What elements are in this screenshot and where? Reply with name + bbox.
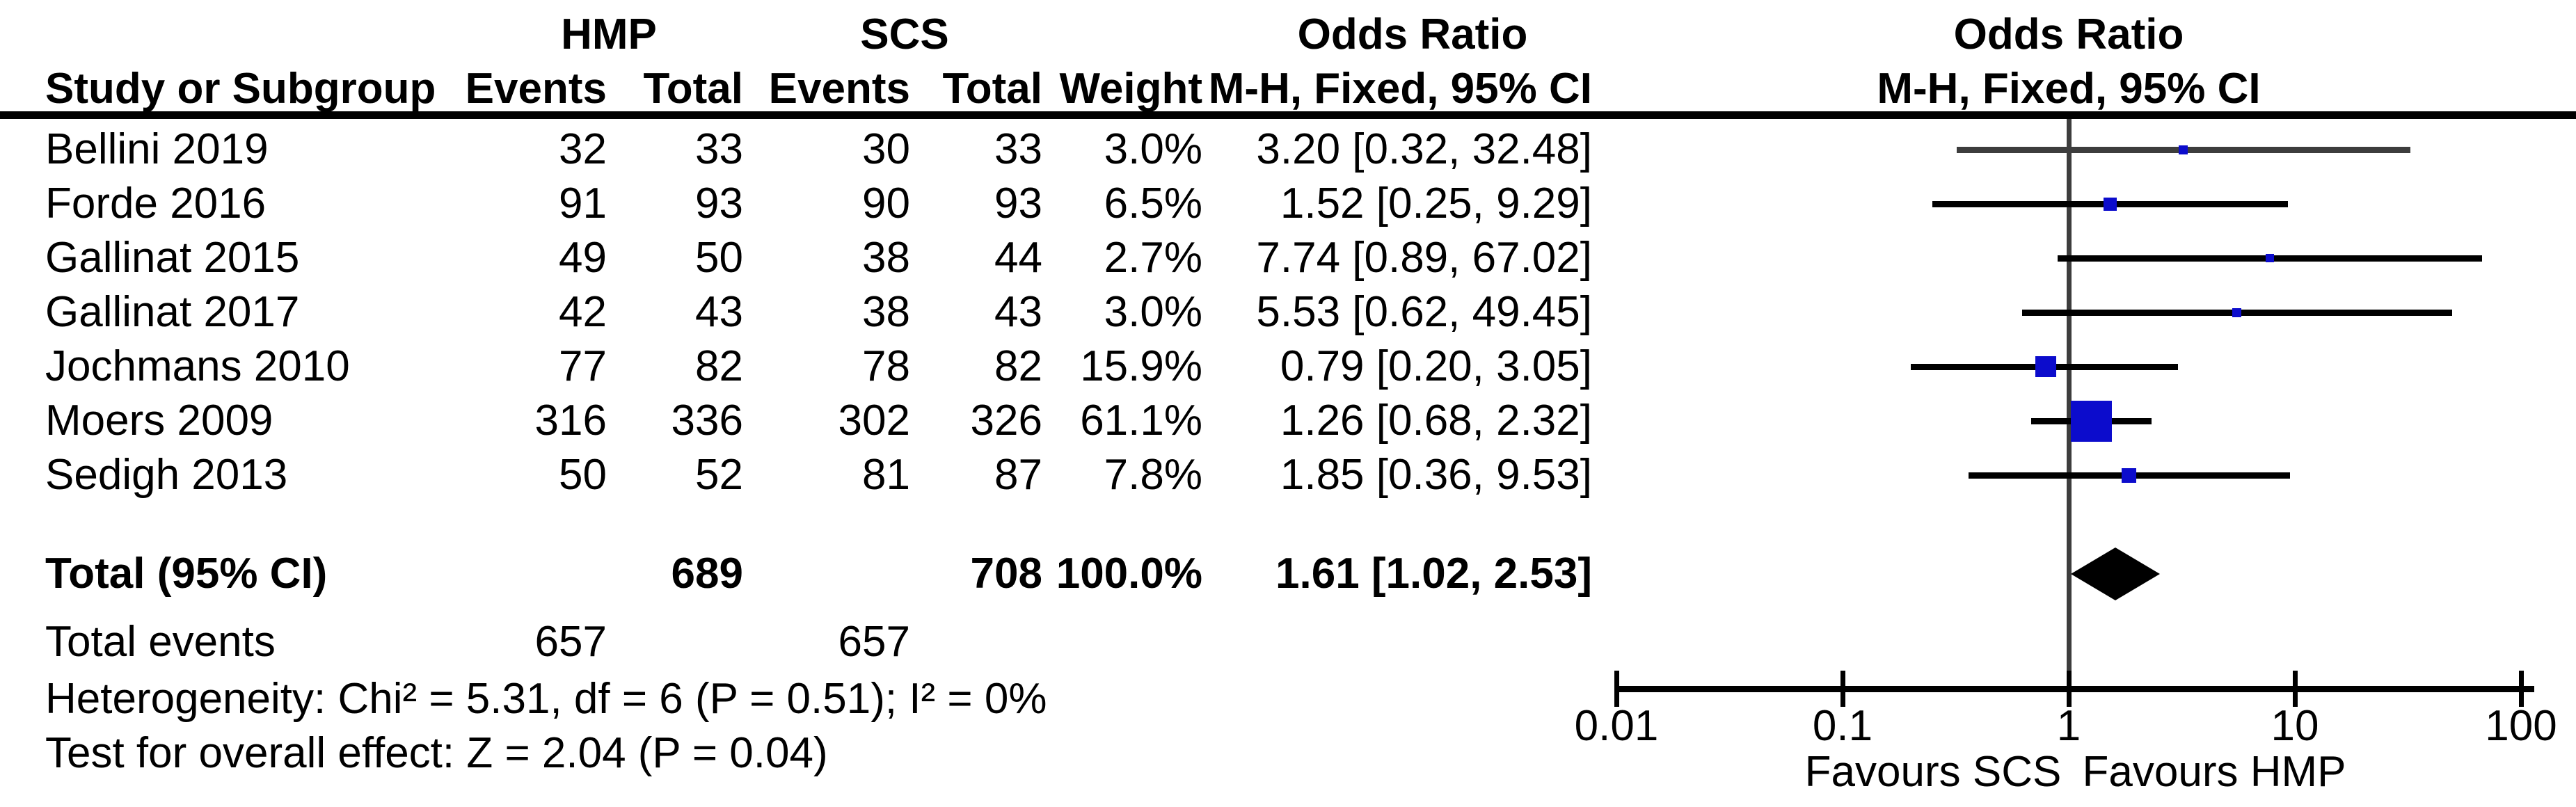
- total-events-scs: 657: [838, 618, 910, 666]
- study-scs-total: 93: [994, 179, 1042, 227]
- study-hmp-total: 50: [695, 234, 743, 282]
- heterogeneity-text: Heterogeneity: Chi² = 5.31, df = 6 (P = …: [45, 675, 1047, 723]
- study-weight: 3.0%: [1104, 288, 1202, 336]
- axis-tick-label: 0.1: [1812, 702, 1873, 750]
- study-or-ci: 5.53 [0.62, 49.45]: [1256, 288, 1592, 336]
- study-scs-total: 43: [994, 288, 1042, 336]
- effect-square: [2232, 308, 2241, 317]
- odds-ratio-header-text: Odds Ratio: [1297, 10, 1528, 58]
- axis-tick: [2293, 671, 2298, 707]
- col-header-study: Study or Subgroup: [45, 65, 436, 113]
- study-scs-total: 87: [994, 451, 1042, 499]
- study-scs-events: 38: [862, 288, 910, 336]
- total-diamond: [2071, 548, 2160, 600]
- col-header-scs-events: Events: [768, 65, 910, 113]
- study-scs-events: 30: [862, 125, 910, 173]
- study-scs-total: 33: [994, 125, 1042, 173]
- effect-square: [2179, 145, 2188, 154]
- study-scs-events: 90: [862, 179, 910, 227]
- group-header-scs: SCS: [860, 10, 949, 58]
- study-hmp-total: 336: [671, 397, 743, 445]
- group-header-hmp: HMP: [561, 10, 657, 58]
- study-hmp-events: 77: [559, 342, 607, 390]
- study-scs-events: 78: [862, 342, 910, 390]
- overall-effect-text: Test for overall effect: Z = 2.04 (P = 0…: [45, 729, 828, 777]
- odds-ratio-header-plot: Odds Ratio: [1953, 10, 2184, 58]
- study-hmp-total: 82: [695, 342, 743, 390]
- study-scs-events: 81: [862, 451, 910, 499]
- study-or-ci: 0.79 [0.20, 3.05]: [1280, 342, 1592, 390]
- effect-square: [2035, 356, 2056, 377]
- axis-tick-label: 0.01: [1574, 702, 1659, 750]
- study-hmp-total: 43: [695, 288, 743, 336]
- col-header-method-plot: M-H, Fixed, 95% CI: [1877, 65, 2261, 113]
- study-hmp-events: 91: [559, 179, 607, 227]
- header-rule: [0, 111, 2576, 119]
- effect-square: [2266, 254, 2274, 262]
- study-weight: 6.5%: [1104, 179, 1202, 227]
- axis-tick: [2519, 671, 2524, 707]
- study-weight: 2.7%: [1104, 234, 1202, 282]
- axis-tick-label: 100: [2485, 702, 2557, 750]
- axis-tick: [1614, 671, 1619, 707]
- col-header-method-text: M-H, Fixed, 95% CI: [1208, 65, 1592, 113]
- total-events-hmp: 657: [534, 618, 607, 666]
- study-hmp-events: 49: [559, 234, 607, 282]
- study-weight: 3.0%: [1104, 125, 1202, 173]
- axis-tick-label: 10: [2271, 702, 2319, 750]
- total-events-label: Total events: [45, 618, 276, 666]
- study-or-ci: 3.20 [0.32, 32.48]: [1256, 125, 1592, 173]
- study-name: Forde 2016: [45, 179, 267, 227]
- study-name: Sedigh 2013: [45, 451, 288, 499]
- study-weight: 7.8%: [1104, 451, 1202, 499]
- study-hmp-total: 93: [695, 179, 743, 227]
- study-scs-events: 38: [862, 234, 910, 282]
- study-hmp-events: 316: [534, 397, 607, 445]
- total-weight: 100.0%: [1056, 550, 1202, 598]
- study-name: Gallinat 2015: [45, 234, 300, 282]
- total-scs-total: 708: [970, 550, 1042, 598]
- study-or-ci: 1.85 [0.36, 9.53]: [1280, 451, 1592, 499]
- col-header-weight: Weight: [1059, 65, 1203, 113]
- study-name: Jochmans 2010: [45, 342, 350, 390]
- axis-tick-label: 1: [2056, 702, 2081, 750]
- total-or-ci: 1.61 [1.02, 2.53]: [1275, 550, 1592, 598]
- study-scs-events: 302: [838, 397, 910, 445]
- study-hmp-events: 50: [559, 451, 607, 499]
- favours-right-label: Favours HMP: [2082, 748, 2346, 796]
- total-hmp-total: 689: [671, 550, 743, 598]
- study-hmp-total: 52: [695, 451, 743, 499]
- study-name: Moers 2009: [45, 397, 273, 445]
- study-name: Bellini 2019: [45, 125, 269, 173]
- study-scs-total: 82: [994, 342, 1042, 390]
- study-scs-total: 326: [970, 397, 1042, 445]
- study-hmp-events: 32: [559, 125, 607, 173]
- study-hmp-total: 33: [695, 125, 743, 173]
- col-header-scs-total: Total: [942, 65, 1043, 113]
- favours-left-label: Favours SCS: [1804, 748, 2062, 796]
- study-weight: 61.1%: [1080, 397, 1202, 445]
- effect-square: [2104, 198, 2117, 211]
- study-or-ci: 7.74 [0.89, 67.02]: [1256, 234, 1592, 282]
- study-hmp-events: 42: [559, 288, 607, 336]
- col-header-hmp-total: Total: [643, 65, 744, 113]
- axis-tick: [1840, 671, 1845, 707]
- effect-square: [2122, 468, 2136, 483]
- effect-square: [2071, 401, 2112, 442]
- x-axis-line: [1614, 686, 2534, 692]
- study-name: Gallinat 2017: [45, 288, 300, 336]
- study-weight: 15.9%: [1080, 342, 1202, 390]
- study-or-ci: 1.26 [0.68, 2.32]: [1280, 397, 1592, 445]
- study-or-ci: 1.52 [0.25, 9.29]: [1280, 179, 1592, 227]
- null-effect-line: [2067, 119, 2072, 707]
- total-row-label: Total (95% CI): [45, 550, 328, 598]
- study-scs-total: 44: [994, 234, 1042, 282]
- axis-tick: [2067, 671, 2072, 707]
- col-header-hmp-events: Events: [465, 65, 607, 113]
